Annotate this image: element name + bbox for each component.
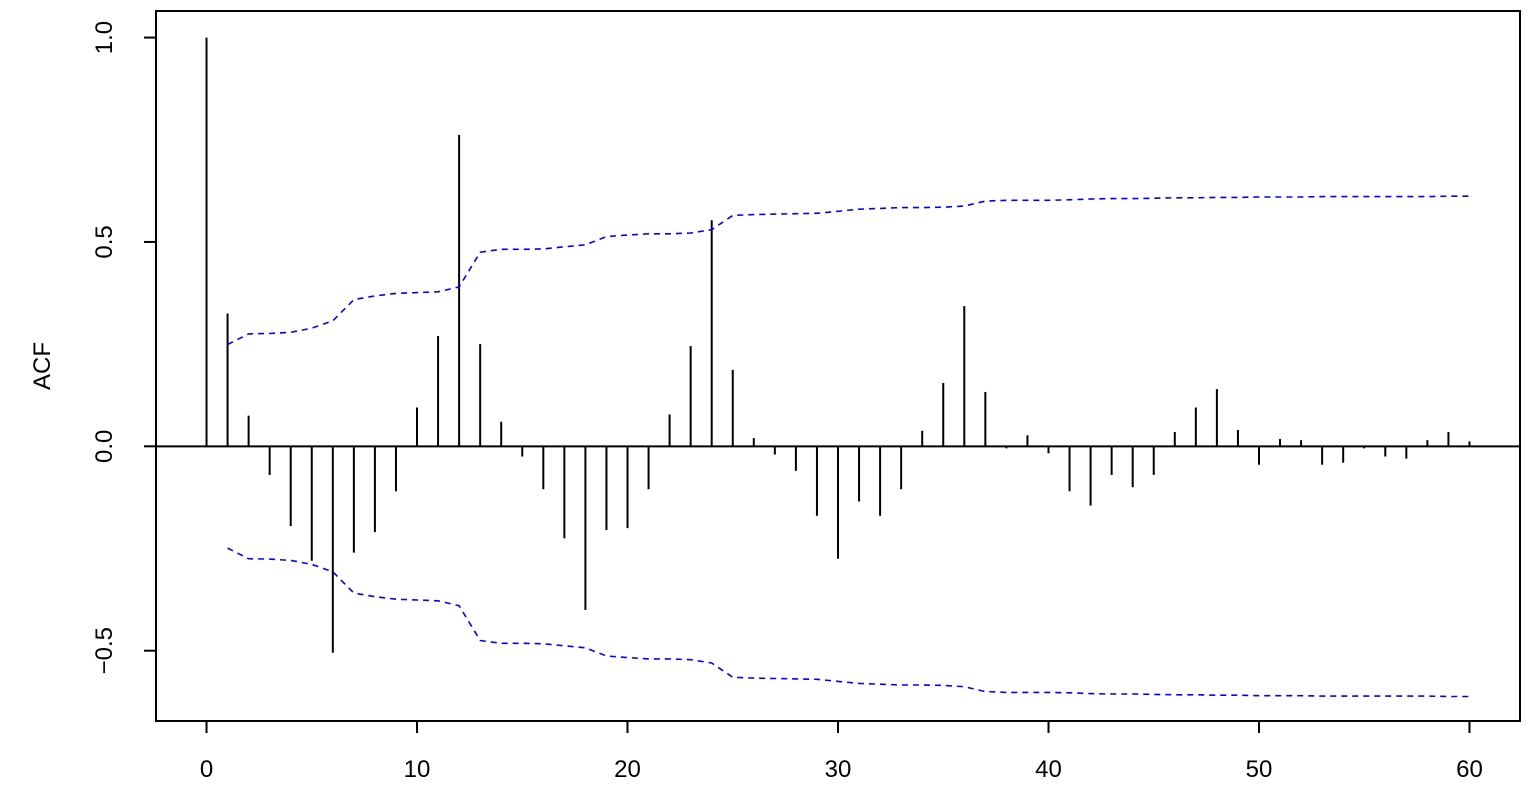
x-tick-label-60: 60 bbox=[1456, 756, 1483, 783]
acf-bars bbox=[205, 37, 1471, 653]
x-tick-label-40: 40 bbox=[1035, 756, 1062, 783]
y-axis: −0.5 0.0 0.5 1.0 bbox=[91, 21, 156, 674]
x-tick-label-50: 50 bbox=[1246, 756, 1273, 783]
x-tick-label-0: 0 bbox=[200, 756, 213, 783]
y-tick-label-0: −0.5 bbox=[91, 627, 118, 674]
confidence-band-lower bbox=[227, 547, 1470, 698]
plot-frame bbox=[155, 10, 1521, 722]
confidence-band-upper bbox=[227, 195, 1470, 346]
y-tick-label-1: 0.0 bbox=[91, 430, 118, 463]
x-tick-label-30: 30 bbox=[825, 756, 852, 783]
y-axis-title: ACF bbox=[29, 342, 56, 390]
x-tick-label-10: 10 bbox=[404, 756, 431, 783]
x-axis: 0 10 20 30 40 50 60 bbox=[200, 721, 1483, 783]
y-tick-label-2: 0.5 bbox=[91, 225, 118, 258]
y-tick-label-3: 1.0 bbox=[91, 21, 118, 54]
x-tick-label-20: 20 bbox=[614, 756, 641, 783]
